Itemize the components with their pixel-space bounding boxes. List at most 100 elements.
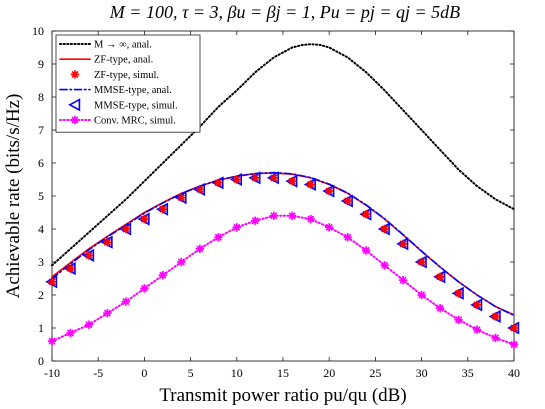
y-axis-label: Achievable rate (bits/s/Hz)	[3, 94, 24, 299]
series-3-point	[177, 193, 186, 202]
legend-label: Conv. MRC, simul.	[94, 116, 176, 127]
y-tick-label: 10	[32, 24, 44, 38]
series-3-point	[158, 205, 168, 214]
series-6-point	[158, 271, 168, 280]
series-1	[51, 43, 515, 267]
series-3-point	[454, 289, 463, 298]
series-6-point	[84, 320, 94, 329]
x-tick-label: 15	[277, 366, 289, 380]
series-1-line	[51, 43, 515, 267]
legend-item: ZF-type, anal.	[59, 55, 153, 66]
x-tick-label: 25	[369, 366, 381, 380]
series-layer	[45, 43, 520, 349]
series-6-point	[66, 328, 75, 338]
legend-marker	[70, 115, 80, 125]
series-6-point	[232, 223, 241, 232]
y-tick-label: 1	[38, 321, 44, 335]
y-tick-label: 7	[38, 123, 44, 137]
y-tick-label: 2	[38, 288, 44, 302]
series-3-point	[361, 209, 371, 219]
series-3-point	[232, 175, 241, 184]
series-3-point	[251, 173, 260, 183]
series-3-point	[343, 196, 352, 206]
series-6-point	[509, 340, 519, 349]
y-tick-label: 0	[38, 354, 44, 368]
series-3-point	[380, 224, 389, 234]
series-6-point	[269, 211, 278, 220]
series-3-point	[325, 186, 334, 196]
series-6	[47, 211, 519, 349]
series-4	[51, 171, 515, 317]
x-tick-label: -5	[93, 366, 103, 380]
legend-item: ZF-type, simul.	[70, 70, 159, 81]
x-tick-label: 0	[141, 366, 147, 380]
series-6-point	[47, 337, 57, 346]
series-6-point	[361, 246, 371, 255]
legend-label: ZF-type, anal.	[94, 55, 153, 66]
series-6-point	[435, 304, 445, 313]
legend-item: Conv. MRC, simul.	[59, 115, 176, 127]
x-tick-label: 40	[508, 366, 520, 380]
legend: M → ∞, anal. ZF-type, anal. ZF-type, simul…	[55, 34, 201, 133]
series-3-point	[509, 323, 519, 333]
legend-item: MMSE-type, simul.	[68, 98, 178, 112]
series-3-point	[66, 264, 75, 273]
series-3-point	[398, 239, 408, 249]
x-tick-label: 20	[323, 366, 335, 380]
legend-marker	[70, 70, 80, 79]
x-tick-label: 30	[416, 366, 428, 380]
series-3-point	[214, 178, 223, 187]
series-6-point	[195, 244, 205, 253]
series-3-point	[491, 312, 500, 321]
series-6-point	[380, 261, 389, 270]
series-3-point	[435, 272, 445, 282]
legend-marker	[68, 98, 81, 112]
series-6-point	[472, 325, 482, 334]
legend-box	[55, 34, 201, 133]
y-tick-labels: 0 1 2 3 4 5 6 7 8 9 10	[32, 24, 44, 368]
y-tick-label: 5	[38, 189, 44, 203]
y-tick-label: 3	[38, 255, 44, 269]
x-tick-label: 5	[188, 366, 194, 380]
x-tick-label: 35	[462, 366, 474, 380]
legend-label: M → ∞, anal.	[94, 40, 152, 51]
series-6-point	[121, 297, 131, 306]
series-6-point	[251, 216, 260, 225]
series-3-point	[140, 214, 149, 224]
series-3-point	[121, 224, 131, 234]
series-6-point	[214, 233, 223, 242]
series-6-point	[417, 290, 426, 300]
series-3-point	[47, 277, 57, 286]
series-6-point	[140, 284, 149, 293]
y-tick-label: 8	[38, 90, 44, 104]
series-3-point	[103, 238, 112, 247]
legend-label: MMSE-type, anal.	[94, 85, 172, 96]
series-6-point	[343, 233, 352, 242]
series-3-point	[306, 180, 315, 189]
x-tick-label: -10	[44, 366, 60, 380]
series-6-point	[288, 211, 297, 220]
series-3	[47, 173, 519, 333]
x-axis-label: Transmit power ratio pu/qu (dB)	[159, 385, 406, 406]
series-6-point	[325, 223, 334, 232]
series-6-point	[491, 333, 500, 343]
series-3-point	[84, 251, 94, 260]
chart-title: M = 100, τ = 3, βu = βj = 1, Pu = pj = q…	[109, 2, 460, 22]
series-4-line	[51, 171, 515, 317]
plot-border	[51, 30, 515, 362]
y-tick-label: 9	[38, 57, 44, 71]
series-6-point	[454, 315, 463, 324]
series-6-point	[103, 308, 112, 318]
series-3-point	[472, 300, 482, 310]
y-tick-label: 4	[38, 222, 44, 236]
series-6-point	[177, 257, 186, 267]
series-3-point	[269, 173, 278, 183]
series-3-point	[417, 257, 426, 267]
x-tick-labels: -10 -5 0 5 10 15 20 25 30 35 40	[44, 366, 520, 380]
series-3-point	[195, 185, 205, 194]
series-3-point	[288, 176, 297, 186]
series-6-point	[398, 275, 408, 285]
legend-label: MMSE-type, simul.	[94, 100, 178, 111]
legend-item: M → ∞, anal.	[59, 40, 152, 51]
